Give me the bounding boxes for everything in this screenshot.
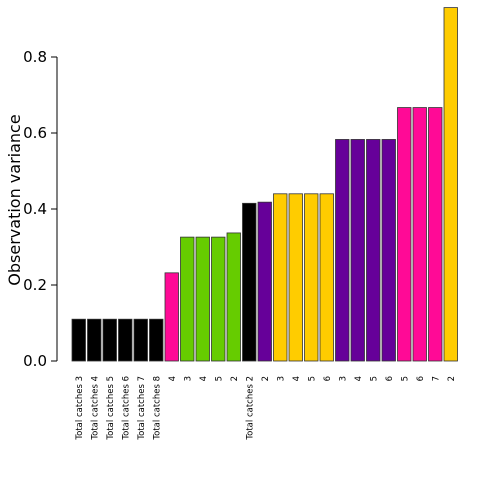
- bar: [242, 202, 257, 362]
- y-tick-label: 0.4: [23, 200, 47, 218]
- x-tick-label: 5: [400, 376, 410, 381]
- x-tick-label: Total catches 6: [121, 376, 131, 441]
- bar: [226, 232, 241, 362]
- bar: [366, 139, 381, 362]
- bar: [180, 236, 195, 362]
- y-tick-label: 0.0: [23, 352, 47, 370]
- bar: [87, 318, 102, 362]
- x-tick-label: 7: [431, 376, 441, 381]
- bars-group: [71, 7, 458, 362]
- x-tick-labels: Total catches 3 Total catches 4 Total catc…: [75, 376, 457, 441]
- y-tick-label: 0.8: [23, 48, 47, 66]
- y-tick-label: 0.2: [23, 276, 47, 294]
- x-tick-label: Total catches 7: [137, 376, 147, 441]
- bar: [443, 7, 458, 362]
- bar: [304, 193, 319, 362]
- bar: [288, 193, 303, 362]
- x-tick-label: Total catches 5: [106, 376, 116, 441]
- bar: [397, 107, 412, 362]
- bar: [381, 139, 396, 362]
- x-tick-label: 4: [168, 376, 178, 381]
- x-tick-label: Total catches 3: [75, 376, 85, 441]
- x-tick-label: 5: [369, 376, 379, 381]
- x-tick-label: 6: [323, 376, 333, 381]
- x-tick-label: Total catches 8: [152, 376, 162, 441]
- bar: [335, 139, 350, 362]
- y-axis: 0.0 0.2 0.4 0.6 0.8: [23, 48, 58, 370]
- bar: [133, 318, 148, 362]
- bar: [195, 236, 210, 362]
- bar: [412, 107, 427, 362]
- bar: [350, 139, 365, 362]
- bar: [118, 318, 133, 362]
- x-tick-label: Total catches 4: [90, 376, 100, 441]
- bar: [164, 272, 179, 362]
- bar: [257, 201, 272, 362]
- x-tick-label: 5: [307, 376, 317, 381]
- x-tick-label: 2: [447, 376, 457, 381]
- x-tick-label: 4: [199, 376, 209, 381]
- y-axis-label: Observation variance: [5, 114, 24, 285]
- x-tick-label: Total catches 2: [245, 376, 255, 441]
- bar: [102, 318, 117, 362]
- bar: [319, 193, 334, 362]
- bar: [273, 193, 288, 362]
- x-tick-label: 6: [385, 376, 395, 381]
- x-tick-label: 3: [338, 376, 348, 381]
- x-tick-label: 4: [354, 376, 364, 381]
- bar: [428, 107, 443, 362]
- x-tick-label: 4: [292, 376, 302, 381]
- x-tick-label: 5: [214, 376, 224, 381]
- x-tick-label: 3: [276, 376, 286, 381]
- x-tick-label: 2: [261, 376, 271, 381]
- bar: [71, 318, 86, 362]
- bar: [149, 318, 164, 362]
- x-tick-label: 6: [416, 376, 426, 381]
- x-tick-label: 2: [230, 376, 240, 381]
- x-tick-label: 3: [183, 376, 193, 381]
- y-tick-label: 0.6: [23, 124, 47, 142]
- bar: [211, 236, 226, 362]
